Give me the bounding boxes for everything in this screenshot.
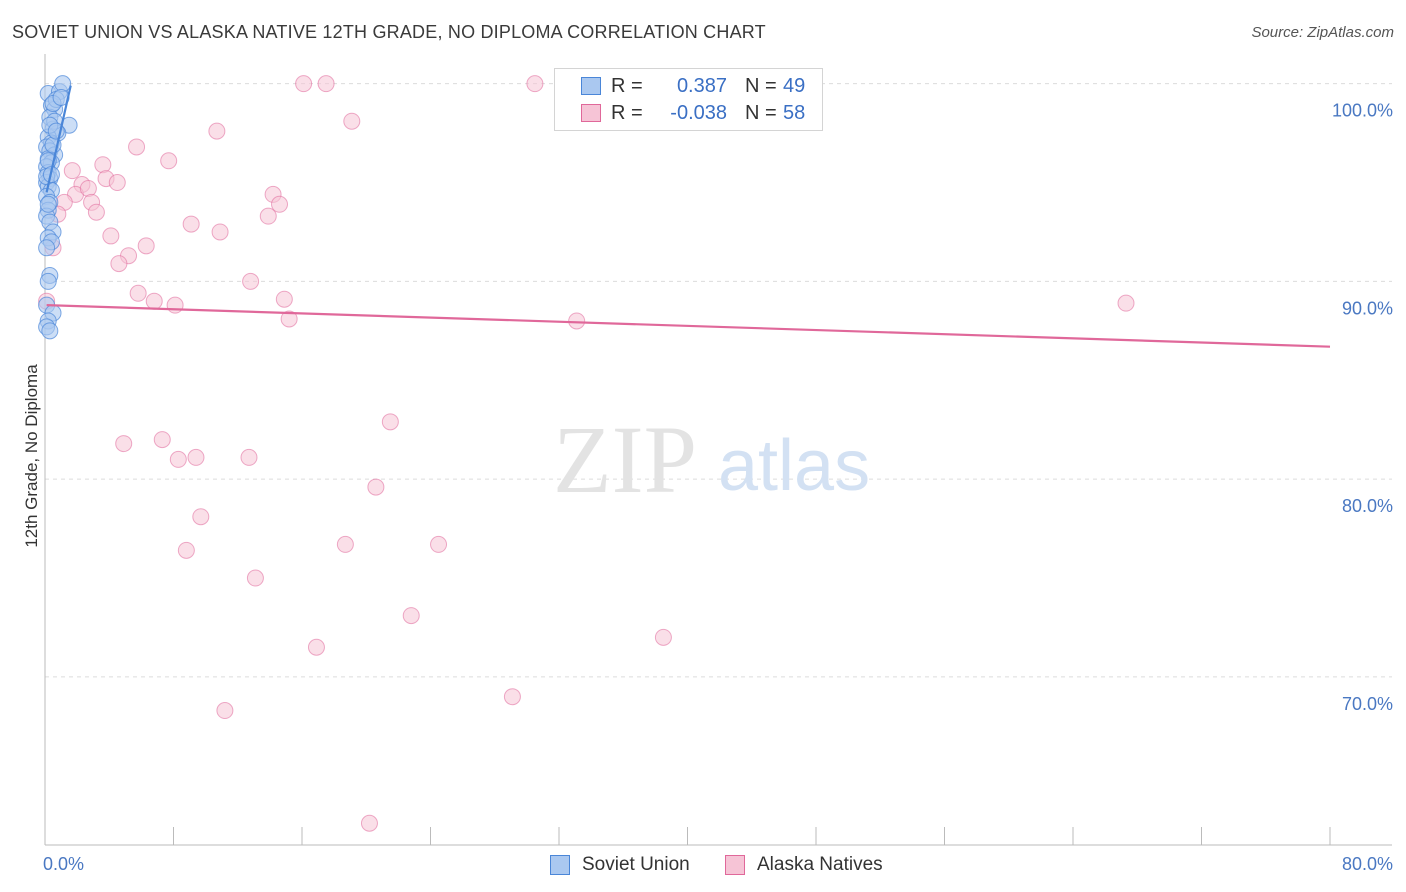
bottom-legend-label-alaska: Alaska Natives: [757, 854, 883, 875]
alaska-point: [381, 413, 399, 431]
alaska-point: [108, 174, 126, 192]
watermark-zip: ZIP: [553, 406, 697, 513]
alaska-point: [317, 75, 335, 93]
alaska-point: [360, 814, 378, 832]
alaska-point: [110, 255, 128, 273]
alaska-point: [240, 448, 258, 466]
alaska-point: [166, 296, 184, 314]
alaska-point: [145, 292, 163, 310]
watermark: ZIP atlas: [553, 406, 870, 513]
alaska-point: [216, 702, 234, 720]
gridlines: [45, 83, 1392, 678]
y-tick-label: 80.0%: [1342, 496, 1393, 516]
alaska-point: [343, 112, 361, 130]
alaska-point: [503, 688, 521, 706]
alaska-point: [94, 156, 112, 174]
alaska-point: [129, 284, 147, 302]
alaska-point: [271, 195, 289, 213]
x-tick-label: 0.0%: [43, 854, 84, 874]
series-alaska-natives: [38, 75, 1135, 832]
alaska-point: [367, 478, 385, 496]
correlation-legend: R = 0.387 N = 49 R = -0.038 N = 58: [554, 68, 823, 131]
source-label: Source: ZipAtlas.com: [1251, 24, 1394, 41]
alaska-point: [246, 569, 264, 587]
legend-row-soviet: R = 0.387 N = 49: [555, 73, 805, 99]
bottom-legend-alaska: Alaska Natives: [725, 852, 883, 878]
alaska-point: [192, 508, 210, 526]
alaska-trend-line: [46, 304, 1331, 348]
alaska-point: [336, 535, 354, 553]
soviet-point: [41, 322, 59, 340]
legend-n-value: 58: [783, 101, 806, 124]
alaska-point: [115, 435, 133, 453]
y-tick-labels: 70.0% 80.0% 90.0% 100.0%: [1332, 101, 1393, 714]
alaska-point: [208, 122, 226, 140]
y-axis-label: 12th Grade, No Diploma: [22, 364, 41, 548]
alaska-point: [102, 227, 120, 245]
alaska-point: [430, 535, 448, 553]
alaska-point: [128, 138, 146, 156]
alaska-point: [654, 628, 672, 646]
legend-n-label: N =: [745, 74, 777, 97]
y-tick-label: 100.0%: [1332, 101, 1393, 121]
alaska-point: [79, 179, 97, 197]
bottom-legend-swatch-alaska: [725, 855, 745, 875]
legend-r-label: R =: [611, 101, 643, 124]
alaska-point: [160, 152, 178, 170]
soviet-point: [39, 272, 57, 290]
alaska-point: [1117, 294, 1135, 312]
x-tick-labels: 0.0% 80.0%: [43, 854, 1393, 874]
alaska-point: [177, 541, 195, 559]
alaska-point: [187, 448, 205, 466]
chart-title: SOVIET UNION VS ALASKA NATIVE 12TH GRADE…: [12, 22, 766, 42]
y-tick-label: 90.0%: [1342, 298, 1393, 318]
alaska-point: [402, 607, 420, 625]
alaska-point: [87, 203, 105, 221]
legend-r-label: R =: [611, 74, 643, 97]
soviet-trend-line: [45, 85, 72, 193]
soviet-point: [39, 195, 57, 213]
soviet-point: [38, 239, 56, 257]
bottom-legend-label-soviet: Soviet Union: [582, 854, 690, 875]
legend-swatch-soviet: [581, 77, 601, 95]
alaska-point: [63, 162, 81, 180]
alaska-point: [211, 223, 229, 241]
alaska-point: [259, 207, 277, 225]
alaska-point: [182, 215, 200, 233]
legend-r-value: -0.038: [670, 101, 727, 124]
bottom-legend-swatch-soviet: [550, 855, 570, 875]
watermark-atlas: atlas: [718, 426, 870, 506]
legend-row-alaska: R = -0.038 N = 58: [555, 100, 805, 126]
alaska-point: [153, 431, 171, 449]
trend-lines: [45, 85, 1331, 348]
alaska-point: [242, 272, 260, 290]
alaska-point: [307, 638, 325, 656]
alaska-point: [169, 450, 187, 468]
axes: [44, 54, 1392, 846]
alaska-point: [526, 75, 544, 93]
alaska-point: [137, 237, 155, 255]
alaska-point: [568, 312, 586, 330]
bottom-legend-soviet: Soviet Union: [550, 852, 690, 878]
legend-n-value: 49: [783, 74, 806, 97]
legend-n-label: N =: [745, 101, 777, 124]
legend-r-value: 0.387: [676, 74, 727, 97]
y-tick-label: 70.0%: [1342, 694, 1393, 714]
alaska-point: [280, 310, 298, 328]
alaska-point: [295, 75, 313, 93]
x-tick-label: 80.0%: [1342, 854, 1393, 874]
legend-swatch-alaska: [581, 104, 601, 122]
alaska-point: [275, 290, 293, 308]
